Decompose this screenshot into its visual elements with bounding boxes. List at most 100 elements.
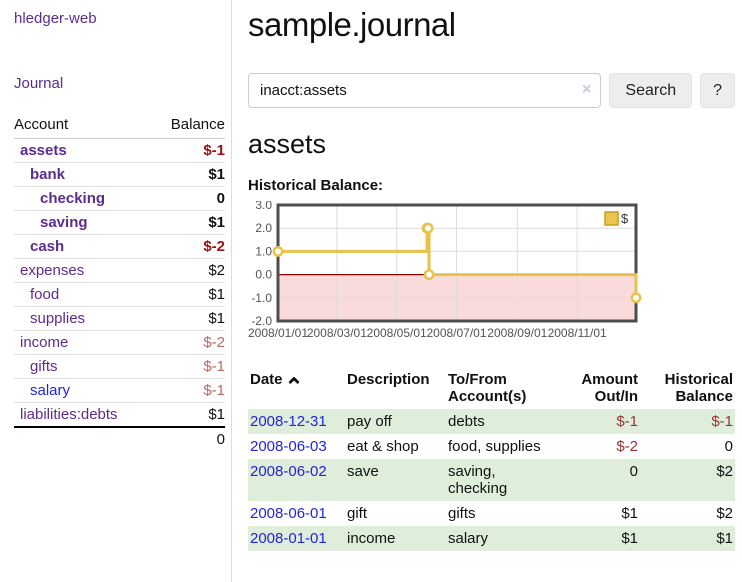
account-heading: assets <box>248 129 327 159</box>
accounts-rows: assets $-1 bank $1 checking 0 saving $1 cash $-2 e… <box>14 139 225 451</box>
app-title-link[interactable]: hledger-web <box>14 10 97 27</box>
account-row: income $-2 <box>14 330 225 355</box>
x-tick-label: 2008/03/01 <box>307 326 367 340</box>
register-row: 2008-12-31 pay off debts $-1 $-1 <box>248 409 735 434</box>
search-input[interactable] <box>248 73 602 108</box>
y-tick-label: -2.0 <box>251 314 272 328</box>
legend-label: $ <box>621 211 629 226</box>
account-balance: $-1 <box>152 354 225 379</box>
account-row: expenses $2 <box>14 258 225 283</box>
transaction-accounts: gifts <box>448 505 476 522</box>
register-header-balance: Historical Balance <box>664 371 733 405</box>
x-tick-label: 2008/09/01 <box>487 326 547 340</box>
data-point <box>423 269 435 281</box>
transaction-description: pay off <box>347 413 392 430</box>
transaction-amount: $1 <box>621 505 638 522</box>
transaction-amount: $-2 <box>616 438 638 455</box>
transaction-balance: $1 <box>716 530 733 547</box>
data-point <box>272 245 284 257</box>
account-link[interactable]: salary <box>30 382 71 399</box>
account-link[interactable]: checking <box>40 190 106 207</box>
register-rows: 2008-12-31 pay off debts $-1 $-1 2008-06-03 ea… <box>248 409 735 551</box>
account-link[interactable]: liabilities:debts <box>20 406 118 423</box>
account-row: liabilities:debts $1 <box>14 402 225 427</box>
accounts-table: Account Balance assets $-1 bank $1 checking 0… <box>14 113 225 451</box>
account-link[interactable]: supplies <box>30 310 86 327</box>
account-link[interactable]: bank <box>30 166 66 183</box>
account-balance: $1 <box>152 402 225 427</box>
search-bar: × Search ? <box>248 73 735 108</box>
transaction-balance: 0 <box>724 438 733 455</box>
transaction-amount: 0 <box>629 463 638 480</box>
account-row: salary $-1 <box>14 378 225 403</box>
chart-border <box>276 203 638 323</box>
x-tick-label: 2008/01/01 <box>248 326 308 340</box>
account-row: saving $1 <box>14 210 225 235</box>
account-link[interactable]: food <box>30 286 60 303</box>
historical-balance-chart: 3.0 2.0 1.0 0.0 -1.0 -2.02008/01/012008/03/01… <box>248 198 642 340</box>
account-row: supplies $1 <box>14 306 225 331</box>
transaction-description: save <box>347 463 379 480</box>
transaction-amount: $1 <box>621 530 638 547</box>
main-content: sample.journal × Search ? assets Histori… <box>233 0 742 582</box>
transaction-accounts: saving, checking <box>448 463 508 497</box>
account-balance: $-1 <box>203 142 225 159</box>
sort-ascending-icon <box>287 376 300 388</box>
help-button[interactable]: ? <box>700 73 735 108</box>
account-balance: $1 <box>152 210 225 235</box>
transaction-amount: $-1 <box>616 413 638 430</box>
accounts-total-row: 0 <box>14 426 225 451</box>
transaction-description: eat & shop <box>347 438 419 455</box>
sidebar-item-journal[interactable]: Journal <box>14 75 64 92</box>
transaction-balance: $-1 <box>711 413 733 430</box>
register-row: 2008-06-01 gift gifts $1 $2 <box>248 501 735 526</box>
transaction-date-link[interactable]: 2008-06-02 <box>250 463 327 480</box>
y-tick-label: 1.0 <box>255 244 272 258</box>
transaction-description: income <box>347 530 396 547</box>
register-header-amount: Amount Out/In <box>581 371 638 405</box>
x-tick-label: 2008/05/01 <box>367 326 427 340</box>
page-title: sample.journal <box>248 6 456 43</box>
accounts-total: 0 <box>152 426 225 451</box>
account-balance: $-2 <box>152 330 225 355</box>
account-link[interactable]: saving <box>40 214 88 231</box>
data-point <box>630 292 642 304</box>
transaction-balance: $2 <box>716 463 733 480</box>
register-row: 2008-01-01 income salary $1 $1 <box>248 526 735 551</box>
transaction-balance: $2 <box>716 505 733 522</box>
account-link[interactable]: income <box>20 334 69 351</box>
transaction-date-link[interactable]: 2008-06-01 <box>250 505 327 522</box>
account-row: bank $1 <box>14 162 225 187</box>
account-link[interactable]: assets <box>20 142 67 159</box>
account-balance: $1 <box>152 282 225 307</box>
account-row: cash $-2 <box>14 234 225 259</box>
transaction-accounts: salary <box>448 530 489 547</box>
account-row: gifts $-1 <box>14 354 225 379</box>
account-link[interactable]: gifts <box>30 358 58 375</box>
clear-search-icon[interactable]: × <box>582 81 592 98</box>
register-header-accounts: To/From Account(s) <box>448 371 527 405</box>
register-header-date[interactable]: Date <box>248 369 345 409</box>
transaction-date-link[interactable]: 2008-01-01 <box>250 530 327 547</box>
y-tick-label: -1.0 <box>251 291 272 305</box>
account-balance: 0 <box>152 186 225 211</box>
account-link[interactable]: expenses <box>20 262 85 279</box>
account-link[interactable]: cash <box>30 238 65 255</box>
register-row: 2008-06-02 save saving, checking 0 $2 <box>248 459 735 501</box>
transaction-description: gift <box>347 505 368 522</box>
account-balance: $-1 <box>152 378 225 403</box>
account-row: checking 0 <box>14 186 225 211</box>
transaction-date-link[interactable]: 2008-12-31 <box>250 413 327 430</box>
search-button[interactable]: Search <box>609 73 693 108</box>
chart-title: Historical Balance: <box>248 177 384 194</box>
x-tick-label: 2008/11/01 <box>548 326 607 340</box>
sidebar: hledger-web Journal Account Balance asse… <box>0 0 232 582</box>
transaction-date-link[interactable]: 2008-06-03 <box>250 438 327 455</box>
data-point <box>422 222 434 234</box>
register-header-description: Description <box>347 371 430 388</box>
y-tick-label: 3.0 <box>255 201 272 212</box>
account-balance: $1 <box>152 162 225 187</box>
accounts-header-balance: Balance <box>152 113 225 139</box>
transaction-accounts: food, supplies <box>448 438 541 455</box>
legend-swatch <box>604 211 619 226</box>
